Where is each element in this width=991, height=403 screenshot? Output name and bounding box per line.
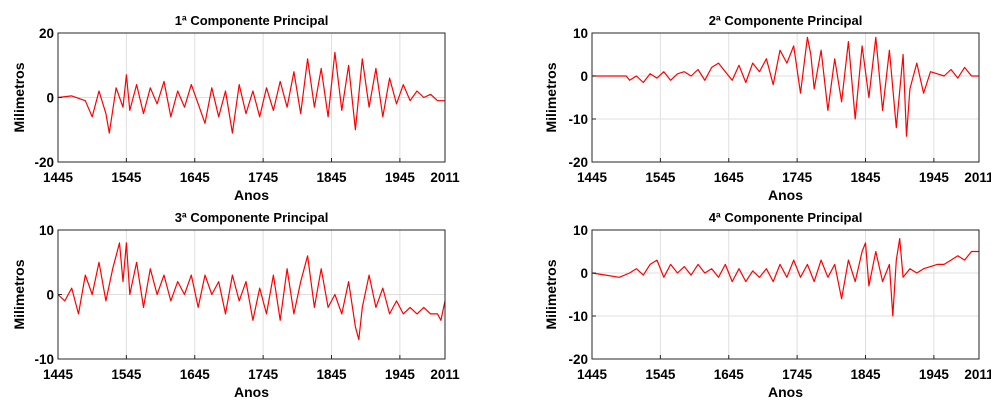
x-axis-label: Anos (234, 384, 269, 400)
y-tick-label: -10 (568, 112, 588, 127)
x-tick-label: 1445 (43, 367, 74, 382)
x-tick-label: 1645 (180, 170, 211, 185)
panel-component-2: 1445 1545 1645 1745 1845 1945 2011 -20 -10 0 10 2… (543, 13, 991, 203)
x-tick-label: 1845 (316, 170, 347, 185)
y-ticks: -20 -10 0 10 (568, 223, 596, 367)
plot-area (592, 230, 979, 359)
x-tick-label: 1445 (43, 170, 74, 185)
x-tick-label: 1545 (645, 170, 676, 185)
x-tick-label: 1545 (111, 170, 142, 185)
y-axis-label: Milimetros (543, 62, 559, 132)
x-tick-label: 1645 (180, 367, 211, 382)
axes-frame (591, 229, 980, 360)
y-tick-label: 0 (580, 266, 588, 281)
series-line (592, 36, 979, 137)
y-tick-label: -20 (568, 352, 588, 367)
x-tick-label: 1445 (577, 170, 608, 185)
x-tick-label: 2011 (430, 367, 460, 382)
series-line (57, 51, 445, 134)
y-tick-label: -20 (568, 155, 588, 170)
x-tick-label: 1945 (385, 170, 416, 185)
x-tick-label: 1445 (577, 367, 608, 382)
y-tick-label: 10 (573, 223, 588, 238)
y-tick-label: 10 (39, 223, 54, 238)
x-ticks: 1445 1545 1645 1745 1845 1945 2011 (43, 355, 460, 382)
y-tick-label: -10 (34, 352, 54, 367)
y-tick-label: -10 (568, 309, 588, 324)
chart-title: 2ª Componente Principal (709, 13, 863, 28)
x-tick-label: 1745 (248, 170, 279, 185)
y-axis-label: Milimetros (11, 62, 27, 132)
x-axis-label: Anos (768, 187, 803, 203)
x-tick-label: 1745 (782, 170, 813, 185)
x-tick-label: 1945 (385, 367, 416, 382)
x-tick-label: 1545 (111, 367, 142, 382)
y-tick-label: 0 (46, 91, 54, 106)
y-tick-label: 20 (39, 26, 54, 41)
x-tick-label: 1545 (645, 367, 676, 382)
x-tick-label: 1745 (782, 367, 813, 382)
x-tick-label: 1745 (248, 367, 279, 382)
series-line (57, 242, 446, 341)
x-tick-label: 1945 (919, 170, 950, 185)
x-tick-label: 1645 (714, 170, 745, 185)
chart-title: 1ª Componente Principal (175, 13, 329, 28)
x-tick-label: 1845 (850, 170, 881, 185)
x-tick-label: 2011 (430, 170, 460, 185)
plot-area (592, 33, 979, 162)
x-axis-label: Anos (768, 384, 803, 400)
x-ticks: 1445 1545 1645 1745 1845 1945 2011 (43, 158, 460, 185)
x-ticks: 1445 1545 1645 1745 1845 1945 2011 (577, 355, 991, 382)
x-tick-label: 1845 (316, 367, 347, 382)
panel-component-3: 1445 1545 1645 1745 1845 1945 2011 -10 0 10 3ª C… (11, 210, 460, 400)
y-axis-label: Milimetros (543, 259, 559, 329)
x-tick-label: 1945 (919, 367, 950, 382)
x-tick-label: 1845 (850, 367, 881, 382)
y-tick-label: 0 (46, 288, 54, 303)
y-tick-label: -20 (34, 155, 54, 170)
panel-component-1: 1445 1545 1645 1745 1845 1945 2011 -20 0 20 1ª C… (11, 13, 460, 203)
x-tick-label: 2011 (964, 170, 991, 185)
series-line (591, 238, 979, 317)
y-tick-label: 0 (580, 69, 588, 84)
y-axis-label: Milimetros (11, 259, 27, 329)
y-ticks: -20 0 20 (34, 26, 62, 170)
chart-title: 3ª Componente Principal (175, 210, 329, 225)
x-axis-label: Anos (234, 187, 269, 203)
panel-component-4: 1445 1545 1645 1745 1845 1945 2011 -20 -10 0 10 4… (543, 210, 991, 400)
x-tick-label: 1645 (714, 367, 745, 382)
axes-frame (591, 32, 980, 163)
chart-title: 4ª Componente Principal (709, 210, 863, 225)
x-tick-label: 2011 (964, 367, 991, 382)
y-ticks: -10 0 10 (34, 223, 62, 367)
x-ticks: 1445 1545 1645 1745 1845 1945 2011 (577, 158, 991, 185)
y-tick-label: 10 (573, 26, 588, 41)
y-ticks: -20 -10 0 10 (568, 26, 596, 170)
